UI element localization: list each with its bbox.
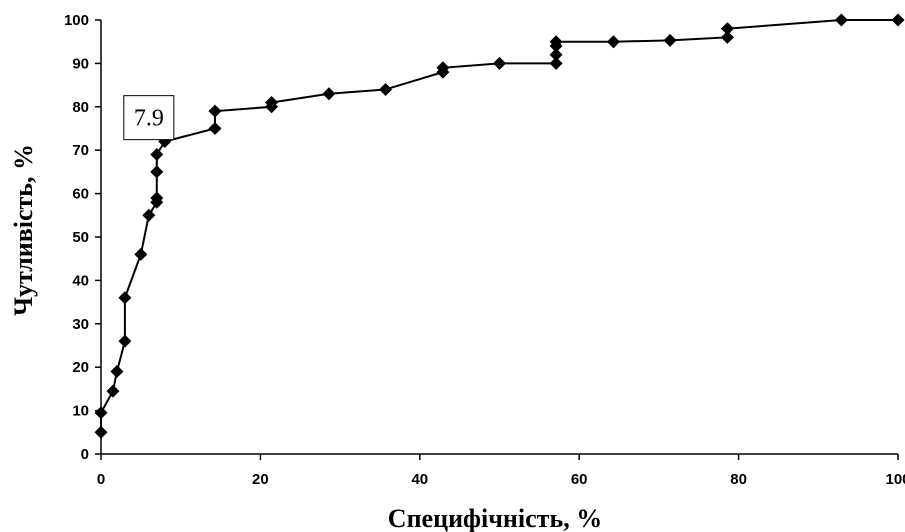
y-axis: 0 10 20 30 40 50 60 70 80 90 100 bbox=[64, 12, 102, 463]
y-tick-label: 30 bbox=[72, 316, 89, 333]
series-layer bbox=[94, 13, 905, 439]
annotation-label: 7.9 bbox=[134, 106, 164, 132]
data-point-marker bbox=[110, 365, 124, 379]
data-point-marker bbox=[265, 95, 279, 109]
x-tick-label: 0 bbox=[97, 471, 105, 488]
data-point-marker bbox=[106, 384, 120, 398]
data-point-marker bbox=[549, 48, 563, 62]
data-point-marker bbox=[150, 165, 164, 179]
data-point-marker bbox=[834, 13, 848, 27]
x-tick-label: 80 bbox=[730, 471, 747, 488]
y-tick-label: 50 bbox=[72, 229, 89, 246]
data-point-marker bbox=[891, 13, 905, 27]
y-tick-label: 70 bbox=[72, 142, 89, 159]
data-point-marker bbox=[134, 247, 148, 261]
y-tick-label: 10 bbox=[72, 403, 89, 420]
data-point-marker bbox=[322, 87, 336, 101]
y-tick-label: 90 bbox=[72, 55, 89, 72]
x-tick-label: 20 bbox=[252, 471, 269, 488]
y-tick-label: 0 bbox=[81, 446, 89, 463]
data-point-marker bbox=[606, 35, 620, 49]
annotation-box bbox=[123, 95, 175, 141]
y-axis-title: Чутливість, % bbox=[9, 144, 38, 316]
data-point-marker bbox=[549, 56, 563, 70]
data-point-marker bbox=[549, 35, 563, 49]
data-point-marker bbox=[94, 425, 108, 439]
data-point-marker bbox=[94, 406, 108, 420]
y-tick-label: 80 bbox=[72, 99, 89, 116]
data-point-marker bbox=[720, 30, 734, 44]
series-line bbox=[100, 19, 898, 433]
y-tick-label: 40 bbox=[72, 272, 89, 289]
y-tick-label: 100 bbox=[64, 12, 89, 29]
data-point-marker bbox=[150, 191, 164, 205]
data-point-marker bbox=[379, 82, 393, 96]
x-tick-label: 40 bbox=[411, 471, 428, 488]
data-point-marker bbox=[720, 22, 734, 36]
data-point-marker bbox=[150, 148, 164, 162]
x-tick-label: 60 bbox=[571, 471, 588, 488]
x-axis: 0 20 40 60 80 100 bbox=[97, 453, 905, 488]
x-tick-label: 100 bbox=[885, 471, 905, 488]
data-point-marker bbox=[208, 104, 222, 118]
data-point-marker bbox=[663, 33, 677, 47]
data-point-marker bbox=[118, 334, 132, 348]
data-point-marker bbox=[118, 291, 132, 305]
data-point-marker bbox=[142, 208, 156, 222]
data-point-marker bbox=[436, 61, 450, 75]
x-axis-title: Специфічність, % bbox=[388, 504, 602, 532]
annotation-layer: 7.9 bbox=[123, 95, 175, 141]
y-tick-label: 20 bbox=[72, 359, 89, 376]
data-point-marker bbox=[493, 56, 506, 70]
y-tick-label: 60 bbox=[72, 186, 89, 203]
data-point-marker bbox=[208, 122, 222, 135]
